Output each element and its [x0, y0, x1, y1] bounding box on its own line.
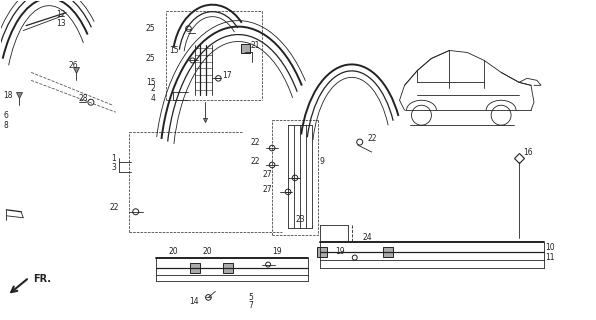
Text: 25: 25 [146, 24, 156, 33]
Text: 9: 9 [320, 157, 325, 166]
Bar [383, 247, 393, 257]
Text: 15: 15 [169, 46, 179, 55]
Text: 20: 20 [203, 247, 212, 256]
Text: 15: 15 [146, 78, 156, 87]
Bar [191, 262, 200, 273]
Bar [317, 247, 327, 257]
Text: 18: 18 [4, 91, 13, 100]
Text: 22: 22 [251, 157, 260, 166]
Text: 27: 27 [262, 171, 272, 180]
Text: 6: 6 [4, 111, 8, 120]
Text: 3: 3 [111, 164, 116, 172]
Text: 26: 26 [69, 61, 79, 70]
Text: 23: 23 [296, 215, 305, 224]
Bar [241, 44, 250, 53]
Text: 10: 10 [545, 243, 554, 252]
Text: FR.: FR. [33, 275, 51, 284]
Text: 2: 2 [151, 84, 156, 93]
Text: 12: 12 [56, 10, 66, 19]
Text: 19: 19 [272, 247, 282, 256]
Text: 28: 28 [79, 94, 88, 103]
Text: 25: 25 [146, 54, 156, 63]
Bar [224, 262, 233, 273]
Text: 14: 14 [189, 297, 198, 306]
Text: 13: 13 [56, 19, 66, 28]
Text: 1: 1 [111, 154, 116, 163]
Text: 11: 11 [545, 253, 554, 262]
Text: 16: 16 [523, 148, 533, 156]
Text: 8: 8 [4, 121, 8, 130]
Text: 22: 22 [368, 133, 377, 143]
Text: 7: 7 [248, 301, 253, 310]
Text: 20: 20 [169, 247, 179, 256]
Text: 21: 21 [250, 41, 260, 50]
Text: 4: 4 [151, 94, 156, 103]
Text: 27: 27 [262, 185, 272, 194]
Text: 17: 17 [222, 71, 232, 80]
Text: 22: 22 [251, 138, 260, 147]
Text: 22: 22 [109, 203, 119, 212]
Text: 5: 5 [248, 293, 253, 302]
Text: 24: 24 [362, 233, 372, 242]
Text: 19: 19 [335, 247, 345, 256]
